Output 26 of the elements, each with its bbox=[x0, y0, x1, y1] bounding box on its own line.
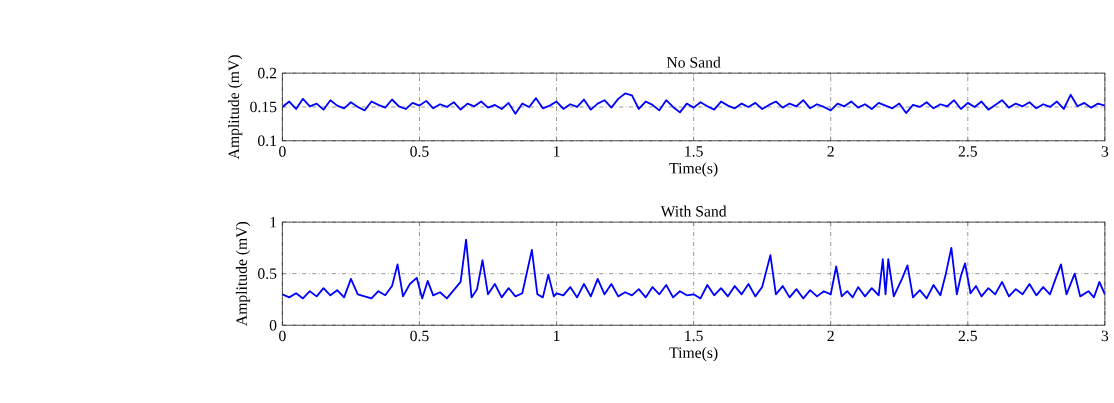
y-tick-label: 0.15 bbox=[250, 101, 277, 113]
x-tick-label: 3 bbox=[1101, 146, 1109, 157]
y-axis-title: Amplitude (mV) bbox=[235, 222, 251, 327]
y-tick-label: 0.5 bbox=[258, 268, 277, 280]
x-axis-title: Time(s) bbox=[669, 347, 718, 362]
x-tick-label: 2.5 bbox=[958, 330, 977, 342]
chart-title: No Sand bbox=[666, 56, 721, 68]
x-tick-label: 1 bbox=[554, 330, 560, 342]
y-tick-label: 1 bbox=[270, 217, 277, 228]
y-tick-label: 0.1 bbox=[258, 135, 277, 147]
y-tick-label: 0 bbox=[269, 320, 277, 331]
x-tick-label: 2 bbox=[827, 330, 834, 342]
x-tick-label: 0.5 bbox=[410, 146, 429, 158]
x-tick-label: 2.5 bbox=[958, 146, 977, 157]
y-axis-title: Amplitude (mV) bbox=[228, 55, 243, 160]
x-tick-label: 1.5 bbox=[685, 330, 703, 342]
x-tick-label: 0.5 bbox=[410, 330, 429, 342]
y-tick-label: 0.2 bbox=[258, 68, 277, 79]
x-tick-label: 0 bbox=[279, 146, 286, 157]
x-axis-title: Time(s) bbox=[669, 162, 718, 177]
x-tick-label: 1.5 bbox=[685, 146, 703, 157]
x-tick-label: 1 bbox=[554, 146, 560, 157]
chart-title: With Sand bbox=[660, 205, 727, 217]
x-tick-label: 3 bbox=[1101, 330, 1109, 342]
x-tick-label: 2 bbox=[827, 146, 834, 157]
x-tick-label: 0 bbox=[279, 330, 286, 342]
